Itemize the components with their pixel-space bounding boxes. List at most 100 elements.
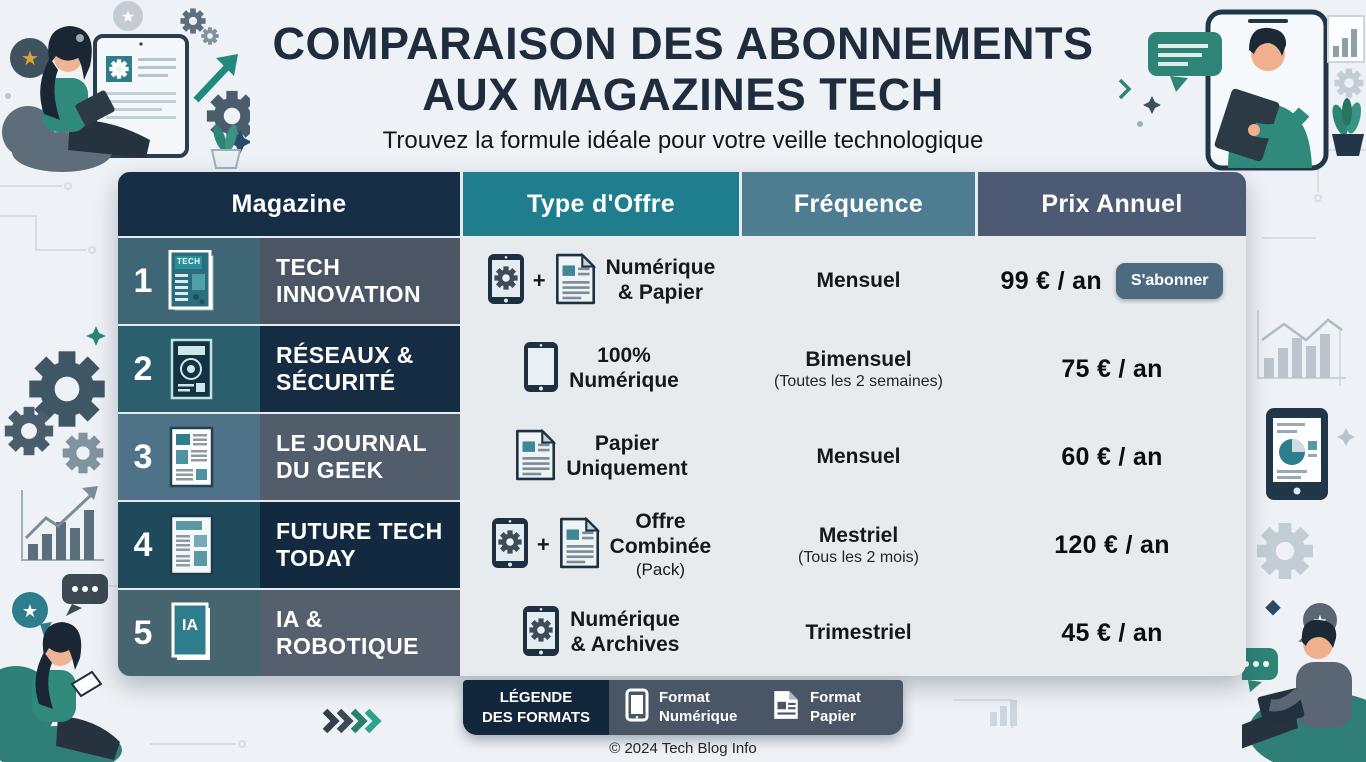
sparkle-icon [1337, 428, 1355, 446]
column-header-type-offre: Type d'Offre [463, 172, 739, 236]
row-number: 5 [133, 613, 153, 652]
table-row-magazine-cell: 2 RÉSEAUX & SÉCURITÉ [118, 326, 460, 412]
price-value: 75 € / an [1061, 354, 1163, 383]
row-number: 4 [133, 525, 153, 564]
price-cell: 60 € / an [978, 414, 1246, 500]
gear-icon [4, 406, 54, 456]
price-value: 60 € / an [1061, 442, 1163, 471]
row-number: 1 [133, 261, 153, 300]
copyright-text: © 2024 Tech Blog Info [609, 740, 757, 757]
column-header-prix-annuel: Prix Annuel [978, 172, 1246, 236]
magazine-cover-icon: IA [168, 602, 215, 664]
table-row-magazine-cell: 4 FUTURE TECH TODAY [118, 502, 460, 588]
illustration-right-strip: ★ [1242, 310, 1366, 762]
price-value: 99 € / an [1000, 266, 1102, 295]
offer-type-text: 100% Numérique [569, 344, 679, 392]
sparkle-icon [228, 130, 250, 154]
legend-label: Format Numérique [659, 688, 738, 725]
price-value: 45 € / an [1061, 618, 1163, 647]
frequency-note: (Tous les 2 mois) [798, 548, 919, 566]
offer-type-text: Numérique & Archives [570, 608, 680, 656]
star-bubble-icon: ★ [21, 48, 39, 70]
column-header-magazine: Magazine [118, 172, 460, 236]
chevron-right-icon [1118, 78, 1132, 100]
offer-cell: Numérique & Archives [463, 590, 739, 676]
tablet-gear-icon [491, 517, 529, 574]
magazine-name: RÉSEAUX & SÉCURITÉ [260, 326, 460, 412]
page-header: COMPARAISON DES ABONNEMENTS AUX MAGAZINE… [0, 18, 1366, 155]
price-cell: 75 € / an [978, 326, 1246, 412]
plus-sign: + [532, 268, 546, 293]
price-value: 120 € / an [1054, 530, 1170, 559]
chevrons-decoration [322, 708, 382, 734]
frequency-cell: Trimestriel [805, 621, 912, 644]
chat-dots-bubble-icon [66, 604, 82, 616]
pie-chart-icon [1292, 439, 1305, 452]
offer-cell: + Numérique & Papier [463, 238, 739, 324]
formats-legend: LÉGENDE DES FORMATS Format Numérique Forma… [463, 680, 903, 735]
table-row-magazine-cell: 1 TECH TECH INNOVATION [118, 238, 460, 324]
comparison-table: Magazine Type d'Offre Fréquence Prix Ann… [118, 172, 1246, 676]
offer-type-text: Papier Uniquement [566, 432, 688, 480]
tablet-icon [523, 341, 559, 398]
table-row-magazine-cell: 3 LE JOURNAL DU GEEK [118, 414, 460, 500]
paper-document-icon [514, 428, 557, 486]
legend-label: Format Papier [810, 688, 861, 725]
diamond-icon [1265, 599, 1281, 616]
offer-cell: 100% Numérique [463, 326, 739, 412]
sparkle-icon [86, 326, 106, 346]
row-number: 2 [133, 349, 153, 388]
offer-cell: + Offre Combinée (Pack) [463, 502, 739, 588]
table-row-magazine-cell: 5 IA IA & ROBOTIQUE [118, 590, 460, 676]
tablet-icon [625, 688, 649, 728]
offer-type-text: Numérique & Papier [605, 256, 716, 304]
price-cell: 99 € / an S'abonner [978, 238, 1246, 324]
magazine-cover-icon [168, 514, 215, 576]
magazine-cover-icon [168, 426, 215, 488]
paper-document-icon [554, 252, 596, 310]
illustration-left-strip: ★ [0, 326, 122, 762]
growth-bar-chart-decoration [28, 510, 94, 560]
frequency-cell: Mensuel [816, 445, 901, 468]
cover-title-text: TECH [177, 257, 201, 266]
legend-item-digital: Format Numérique [609, 680, 756, 735]
legend-item-paper: Format Papier [756, 680, 903, 735]
price-cell: 45 € / an [978, 590, 1246, 676]
paper-document-icon [772, 689, 800, 727]
cover-title-text: IA [182, 617, 198, 634]
sparkle-icon [1143, 96, 1161, 114]
gear-icon [62, 432, 104, 474]
frequency-cell: Mensuel [816, 269, 901, 292]
magazine-cover-icon: TECH [168, 249, 215, 312]
tablet-gear-icon [487, 253, 525, 310]
page-subtitle: Trouvez la formule idéale pour votre vei… [382, 126, 984, 154]
subscribe-button[interactable]: S'abonner [1115, 263, 1224, 299]
magazine-name: TECH INNOVATION [260, 238, 460, 324]
offer-cell: Papier Uniquement [463, 414, 739, 500]
gear-icon [1256, 522, 1314, 580]
legend-title: LÉGENDE DES FORMATS [463, 680, 609, 735]
frequency-cell: Bimensuel (Toutes les 2 semaines) [774, 347, 943, 390]
plus-sign: + [536, 532, 550, 557]
frequency-note: (Toutes les 2 semaines) [774, 372, 943, 390]
page-title-line1: COMPARAISON DES ABONNEMENTS [272, 18, 1094, 69]
star-bubble-icon: ★ [22, 601, 38, 621]
row-number: 3 [133, 437, 153, 476]
column-header-frequence: Fréquence [742, 172, 975, 236]
illustration-man-tablet-top-right [1137, 9, 1365, 171]
magazine-name: LE JOURNAL DU GEEK [260, 414, 460, 500]
magazine-name: IA & ROBOTIQUE [260, 590, 460, 676]
magazine-cover-icon [168, 338, 215, 400]
illustration-woman-reading-top-left: ★ ★ [2, 1, 250, 172]
paper-document-icon [558, 516, 600, 574]
chat-dots-bubble-icon [1248, 680, 1262, 692]
star-badge-icon: ★ [121, 9, 135, 26]
chat-bubble-icon [1170, 76, 1188, 92]
price-cell: 120 € / an [978, 502, 1246, 588]
frequency-cell: Mestriel (Tous les 2 mois) [798, 523, 919, 566]
growth-arrow-icon [216, 54, 238, 76]
tablet-gear-icon [522, 605, 560, 662]
magazine-name: FUTURE TECH TODAY [260, 502, 460, 588]
